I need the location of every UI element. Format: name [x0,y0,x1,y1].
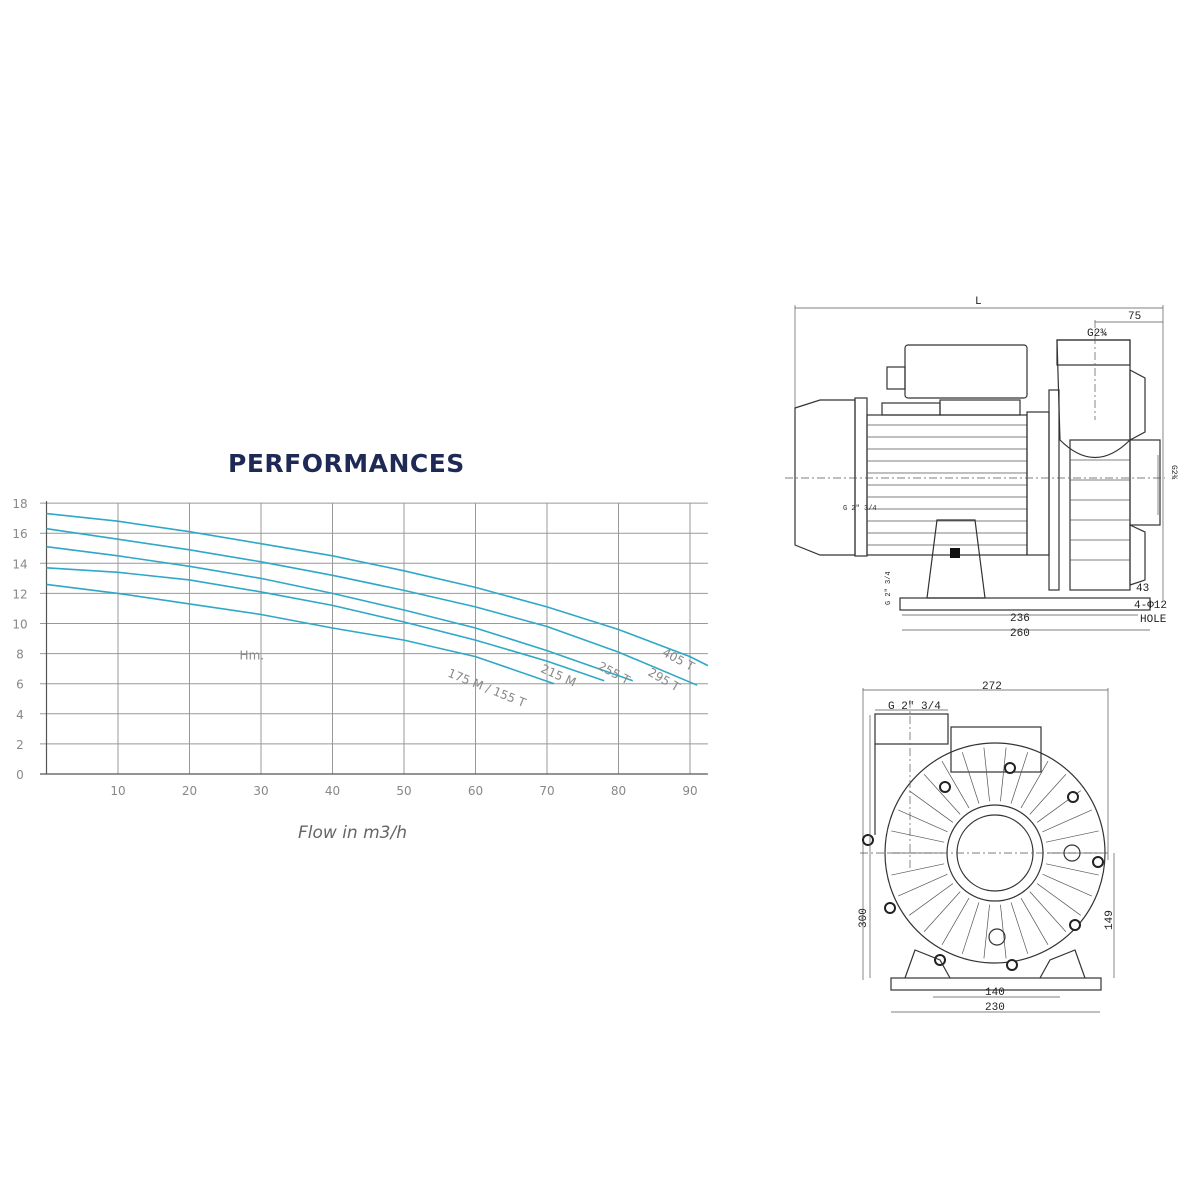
impeller-rib [1029,891,1067,933]
dim-base-width: 230 [985,1002,1005,1014]
x-tick-label: 90 [682,784,697,798]
impeller-rib [1042,809,1092,833]
impeller-rib [891,830,945,843]
impeller-rib [1045,830,1099,843]
dim-holes-note: HOLE [1140,614,1167,626]
impeller-rib [961,902,980,954]
bolt [1069,919,1081,931]
bolt [1067,791,1079,803]
chart-title: PERFORMANCES [228,449,465,478]
dim-hole-spacing: 140 [985,987,1005,999]
dim-hole-spacing: 236 [1010,613,1030,625]
dim-thread: G 2" 3/4 [888,701,941,713]
impeller-rib [983,904,990,959]
series-line [46,583,555,685]
x-tick-label: 80 [611,784,626,798]
series-line [46,567,605,682]
dim-height: 300 [858,908,870,928]
series-line [46,527,698,686]
dim-motor-label: G 2" 3/4 [843,505,877,513]
impeller-rib [923,891,961,933]
x-tick-label: 40 [325,784,340,798]
impeller-rib [983,747,990,802]
y-tick-label: 0 [16,768,24,782]
impeller-rib [923,773,961,815]
bolt [1006,959,1018,971]
x-tick-label: 60 [468,784,483,798]
dim-axis-height: 149 [1104,910,1116,930]
impeller-rib [1020,761,1049,809]
y-tick-label: 4 [16,708,24,722]
dim-width: 272 [982,681,1002,693]
impeller-rib [1042,873,1092,897]
impeller-rib [909,883,954,916]
bolt [884,902,896,914]
dim-foot-offset: 43 [1136,583,1149,595]
dim-holes: 4-Φ12 [1134,600,1167,612]
impeller-rib [941,761,970,809]
impeller-rib [898,873,948,897]
y-tick-label: 6 [16,678,24,692]
x-tick-label: 50 [396,784,411,798]
impeller-rib [1029,773,1067,815]
x-tick-label: 10 [110,784,125,798]
y-axis-label: Hm. [240,649,265,663]
x-axis-label: Flow in m3/h [298,823,407,843]
x-tick-label: 70 [539,784,554,798]
impeller-rib [941,897,970,945]
impeller-rib [1020,897,1049,945]
y-tick-label: 14 [12,557,27,571]
side-view-drawing: L 75 G2¾ G 2" 3/4 G2¾ G 2" 3/4 43 4-Φ12 … [785,296,1178,640]
bolt [862,834,874,846]
impeller-rib [1000,747,1007,802]
impeller-rib [1045,863,1099,876]
dim-base-length: 260 [1010,628,1030,640]
dim-inlet-thread: G2¾ [1169,465,1178,480]
impeller-rib [1010,752,1029,804]
dim-outlet-thread: G2¾ [1087,328,1107,340]
front-view-drawing: 272 G 2" 3/4 300 149 140 230 [858,681,1116,1014]
y-tick-label: 2 [16,738,24,752]
dim-base-label: G 2" 3/4 [885,571,893,605]
impeller-rib [961,752,980,804]
x-tick-label: 30 [253,784,268,798]
y-tick-label: 12 [12,587,27,601]
bolt [939,781,951,793]
impeller-rib [891,863,945,876]
series-line [46,512,709,667]
x-tick-label: 20 [182,784,197,798]
bolt [1004,762,1016,774]
dim-outlet-offset: 75 [1128,311,1141,323]
y-tick-label: 16 [12,527,27,541]
y-tick-label: 8 [16,648,24,662]
impeller-rib [909,790,954,823]
impeller-rib [1010,902,1029,954]
dim-length: L [975,296,982,308]
bolt [1092,856,1104,868]
y-tick-label: 18 [12,497,27,511]
y-tick-label: 10 [12,618,27,632]
impeller-rib [1036,883,1081,916]
series-line [46,545,634,682]
impeller-rib [898,809,948,833]
